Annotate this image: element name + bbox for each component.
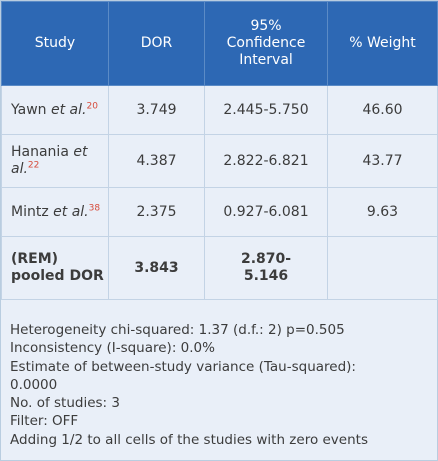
reference-link[interactable]: 22: [27, 160, 40, 171]
dor-cell: 2.375: [108, 187, 205, 237]
ci-cell: 2.445-5.750: [204, 85, 328, 135]
note-tau-squared-value: 0.0000: [10, 376, 58, 393]
dor-cell: 3.749: [108, 85, 205, 135]
header-row: Study DOR 95% Confidence Interval % Weig…: [1, 1, 438, 86]
pooled-row: (REM) pooled DOR 3.843 2.870- 5.146: [1, 236, 438, 300]
header-ci-line1: 95%: [250, 18, 282, 34]
header-ci-line3: Interval: [239, 52, 293, 68]
pooled-label-line2: pooled DOR: [11, 268, 104, 284]
note-inconsistency: Inconsistency (I-square): 0.0%: [10, 340, 215, 357]
study-cell: Yawn et al.20: [1, 85, 109, 135]
dor-cell: 4.387: [108, 134, 205, 188]
study-cell: Hanania et al.22: [1, 134, 109, 188]
study-etal: et al.: [53, 203, 89, 220]
pooled-ci-line2: 5.146: [243, 268, 289, 284]
table-row: Mintz et al.38 2.375 0.927-6.081 9.63: [1, 187, 438, 237]
pooled-weight-cell: [327, 236, 438, 300]
header-dor: DOR: [108, 1, 205, 86]
table-row: Hanania et al.22 4.387 2.822-6.821 43.77: [1, 134, 438, 188]
weight-cell: 46.60: [327, 85, 438, 135]
header-weight: % Weight: [327, 1, 438, 86]
note-number-of-studies: No. of studies: 3: [10, 395, 120, 412]
ci-cell: 2.822-6.821: [204, 134, 328, 188]
note-filter: Filter: OFF: [10, 413, 79, 430]
note-heterogeneity: Heterogeneity chi-squared: 1.37 (d.f.: 2…: [10, 322, 345, 338]
pooled-label-line1: (REM): [11, 251, 59, 267]
study-author: Hanania: [11, 144, 69, 160]
header-study: Study: [1, 1, 109, 86]
study-etal: et al.: [11, 144, 88, 177]
header-confidence-interval: 95% Confidence Interval: [204, 1, 328, 86]
statistics-notes: Heterogeneity chi-squared: 1.37 (d.f.: 2…: [1, 319, 437, 449]
weight-cell: 9.63: [327, 187, 438, 237]
ci-cell: 0.927-6.081: [204, 187, 328, 237]
study-etal: et al.: [50, 101, 87, 118]
study-cell: Mintz et al.38: [1, 187, 109, 237]
note-zero-events: Adding 1/2 to all cells of the studies w…: [10, 431, 368, 448]
meta-analysis-table: Study DOR 95% Confidence Interval % Weig…: [1, 1, 438, 300]
pooled-ci-cell: 2.870- 5.146: [204, 236, 328, 300]
pooled-ci-line1: 2.870-: [240, 251, 292, 267]
study-author: Mintz: [11, 203, 49, 220]
note-tau-squared-label: Estimate of between-study variance (Tau-…: [10, 358, 356, 375]
reference-link[interactable]: 38: [88, 202, 101, 213]
weight-cell: 43.77: [327, 134, 438, 188]
reference-link[interactable]: 20: [86, 100, 98, 111]
study-author: Yawn: [11, 101, 47, 118]
pooled-label-cell: (REM) pooled DOR: [1, 236, 109, 300]
table-row: Yawn et al.20 3.749 2.445-5.750 46.60: [1, 85, 438, 135]
pooled-dor-cell: 3.843: [108, 236, 205, 300]
header-ci-line2: Confidence: [226, 35, 306, 51]
